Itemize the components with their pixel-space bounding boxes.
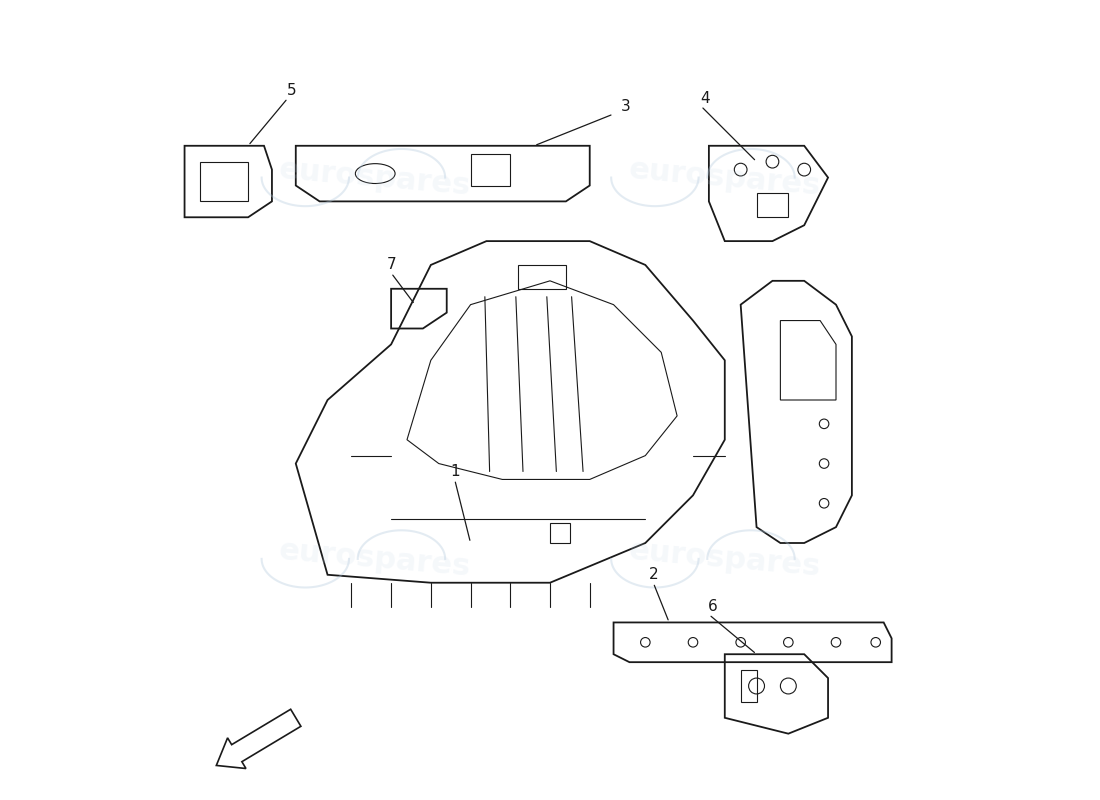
FancyArrow shape xyxy=(217,710,301,769)
Text: 1: 1 xyxy=(450,464,460,479)
Text: eurospares: eurospares xyxy=(628,154,822,200)
Text: 2: 2 xyxy=(649,567,658,582)
Text: 5: 5 xyxy=(287,82,297,98)
Text: eurospares: eurospares xyxy=(628,536,822,582)
Text: 4: 4 xyxy=(700,90,710,106)
Text: eurospares: eurospares xyxy=(278,154,472,200)
Text: 7: 7 xyxy=(386,258,396,273)
Text: 6: 6 xyxy=(708,599,717,614)
Text: eurospares: eurospares xyxy=(278,536,472,582)
Text: 3: 3 xyxy=(620,98,630,114)
